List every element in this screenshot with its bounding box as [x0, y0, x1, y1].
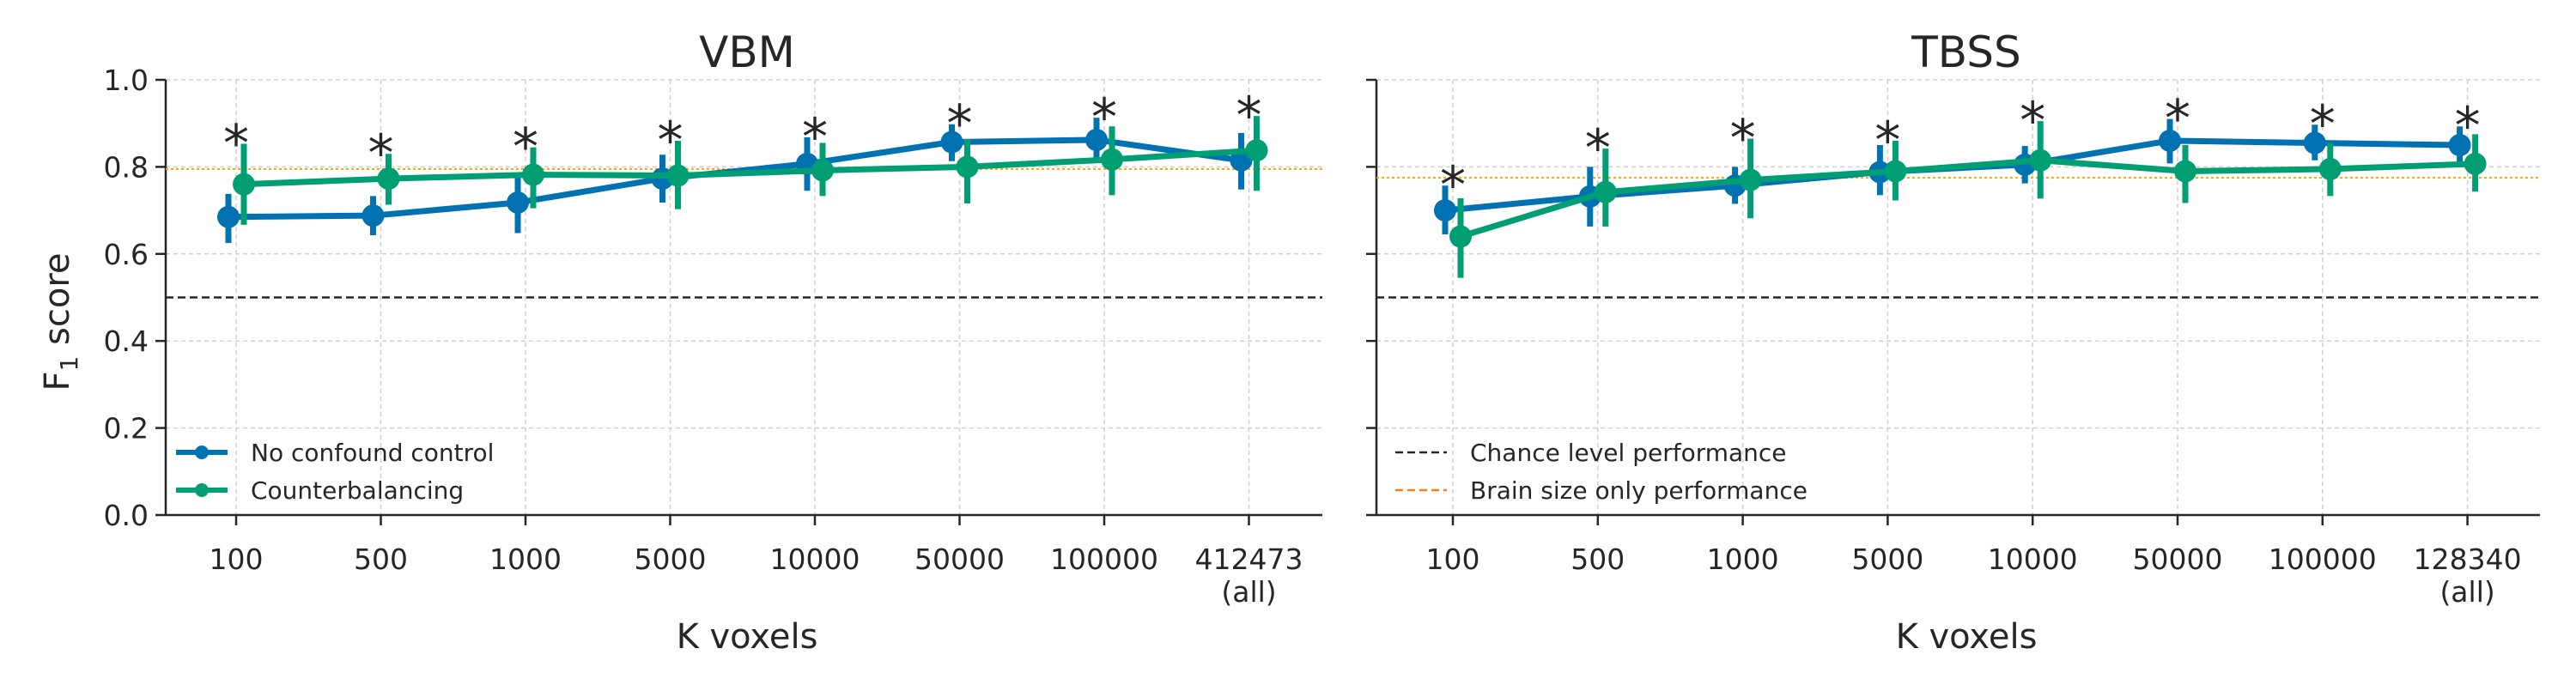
x-tick-label: 5000: [1851, 542, 1923, 576]
data-point: [1594, 180, 1617, 203]
legend-marker-no-confound: [195, 446, 209, 459]
y-tick-label: 1.0: [104, 64, 149, 97]
significance-marker: *: [2165, 89, 2190, 149]
x-tick-label: (all): [2439, 575, 2494, 609]
data-point: [666, 164, 690, 187]
x-axis-label: K voxels: [677, 617, 818, 657]
legend-label: Brain size only performance: [1470, 476, 1807, 505]
data-point: [2448, 134, 2471, 157]
significance-marker: *: [513, 118, 538, 178]
significance-marker: *: [1585, 118, 1611, 179]
legend-label: Chance level performance: [1470, 439, 1787, 467]
x-tick-label: 128340: [2414, 542, 2522, 576]
x-tick-label: 50000: [2133, 542, 2223, 576]
significance-marker: *: [802, 107, 828, 167]
plot-area: 0.0 0.2 0.4 0.6 0.8 1.0 100 500 1000 5000 10000 500…: [104, 64, 1322, 609]
data-point: [1884, 160, 1907, 183]
legend-marker-counterbalancing: [195, 483, 209, 497]
data-point: [1085, 128, 1108, 151]
significance-marker: *: [2310, 94, 2336, 155]
significance-marker: *: [947, 94, 973, 155]
data-point: [2318, 157, 2342, 180]
x-tick-label: 100000: [2269, 542, 2377, 576]
x-tick-label: 100: [1426, 542, 1480, 576]
x-tick-label: 100000: [1050, 542, 1158, 576]
x-tick-label: 500: [354, 542, 408, 576]
data-point: [1449, 225, 1472, 248]
x-tick-label: 10000: [1988, 542, 2078, 576]
y-axis-label-rest: score: [38, 252, 77, 355]
data-point: [2303, 131, 2326, 155]
data-point: [2174, 160, 2196, 183]
y-tick-label: 0.6: [104, 238, 149, 271]
significance-marker: *: [658, 111, 683, 171]
panel-title: VBM: [699, 27, 795, 77]
plot-area: 100 500 1000 5000 10000 50000 100000 128340(all…: [1366, 78, 2540, 609]
data-point: [233, 173, 255, 196]
series-line: [243, 147, 1257, 188]
panel-vbm: VBM K voxels F1 score 0.0 0.2 0.4 0.6 0.8 1.0…: [38, 27, 1322, 657]
x-tick-label: 500: [1571, 542, 1625, 576]
data-point: [2029, 149, 2052, 172]
y-axis-label-subscript: 1: [55, 356, 83, 372]
data-point: [956, 155, 979, 179]
data-point: [811, 159, 834, 182]
data-point: [377, 167, 400, 191]
data-point: [940, 130, 963, 154]
significance-marker: *: [1730, 108, 1756, 168]
data-point: [2159, 129, 2181, 152]
data-point: [507, 191, 529, 214]
legend: No confound control Counterbalancing: [176, 439, 494, 505]
series-line: [1459, 157, 2476, 239]
data-point: [1245, 139, 1268, 162]
significance-marker: *: [368, 124, 394, 184]
data-point: [522, 163, 544, 186]
significance-marker: *: [1091, 88, 1117, 148]
data-point: [1101, 148, 1123, 171]
legend: Chance level performance Brain size only…: [1395, 439, 1807, 505]
x-tick-label: 50000: [914, 542, 1005, 576]
significance-marker: *: [2020, 91, 2045, 151]
legend-label: No confound control: [251, 439, 494, 467]
panel-tbss: TBSS K voxels 100 500 1000 5000 10000 50000 10…: [1366, 27, 2540, 657]
significance-marker: *: [2455, 96, 2481, 156]
significance-marker: *: [1874, 111, 1900, 171]
data-point: [217, 205, 240, 228]
x-tick-label: 1000: [1707, 542, 1779, 576]
x-tick-label: (all): [1221, 575, 1276, 609]
x-tick-label: 1000: [489, 542, 562, 576]
x-tick-label: 100: [210, 542, 264, 576]
y-tick-label: 0.2: [104, 412, 149, 446]
y-tick-label: 0.8: [104, 150, 149, 184]
data-point: [2464, 152, 2487, 175]
y-tick-label: 0.4: [104, 324, 149, 358]
x-tick-label: 5000: [635, 542, 707, 576]
x-axis-label: K voxels: [1896, 617, 2038, 657]
y-axis-label: F1 score: [38, 252, 83, 391]
data-point: [1434, 199, 1456, 222]
data-point: [1739, 168, 1762, 191]
significance-marker: *: [223, 114, 249, 174]
y-tick-label: 0.0: [104, 499, 149, 532]
significance-marker: *: [1440, 155, 1466, 215]
x-tick-label: 412473: [1195, 542, 1303, 576]
significance-marker: *: [1236, 86, 1262, 146]
legend-label: Counterbalancing: [251, 476, 464, 505]
x-tick-label: 10000: [770, 542, 860, 576]
data-point: [361, 204, 385, 227]
panel-title: TBSS: [1911, 27, 2020, 77]
